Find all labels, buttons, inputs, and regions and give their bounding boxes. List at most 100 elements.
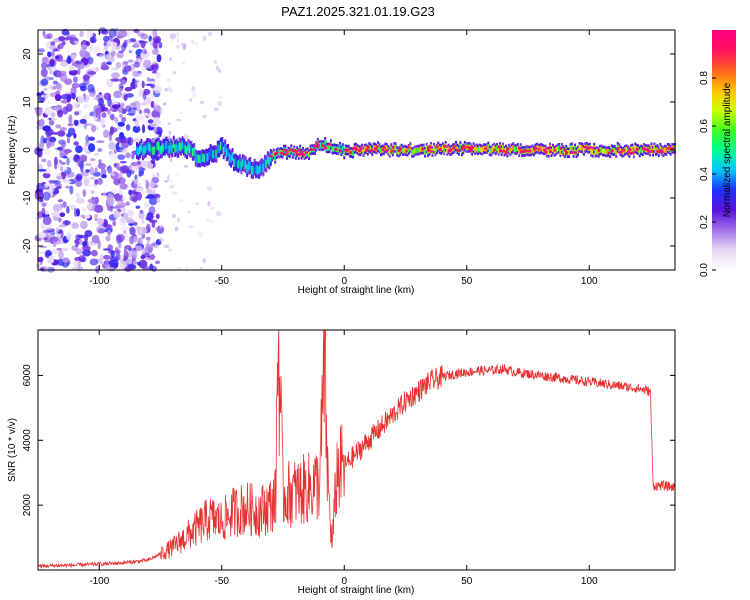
heatmap-ridge-cell	[243, 159, 246, 168]
heatmap-noise-cell	[183, 165, 189, 168]
heatmap-noise-cell	[61, 161, 66, 165]
heatmap-noise-cell	[107, 229, 112, 236]
heatmap-noise-cell	[55, 227, 60, 233]
heatmap-noise-cell	[44, 148, 51, 156]
heatmap-ridge-cell	[416, 147, 419, 153]
heatmap-peak-cell	[607, 151, 611, 155]
heatmap-noise-cell	[123, 251, 129, 259]
heatmap-noise-cell	[217, 69, 221, 73]
heatmap-noise-cell	[209, 207, 215, 210]
heatmap-ridge-cell	[413, 148, 416, 154]
heatmap-noise-cell	[128, 50, 132, 54]
heatmap-noise-cell	[57, 130, 66, 137]
heatmap-ridge-cell	[482, 145, 485, 152]
heatmap-noise-cell	[168, 130, 172, 136]
heatmap-ridge-cell	[200, 153, 203, 163]
x-tick-label: 50	[461, 276, 473, 287]
heatmap-noise-cell	[140, 160, 150, 168]
heatmap-peak-cell	[399, 147, 403, 151]
heatmap-ridge-cell	[502, 145, 504, 151]
heatmap-peak-cell	[316, 144, 320, 148]
heatmap-noise-cell	[82, 207, 87, 211]
heatmap-noise-cell	[158, 238, 164, 242]
heatmap-peak-cell	[537, 147, 541, 151]
heatmap-noise-cell	[126, 209, 134, 217]
heatmap-noise-cell	[37, 232, 46, 239]
heatmap-ridge-cell	[152, 146, 155, 156]
heatmap-ridge-cell	[563, 150, 566, 156]
heatmap-peak-cell	[365, 148, 369, 152]
heatmap-peak-cell	[571, 150, 575, 154]
heatmap-noise-cell	[109, 41, 118, 48]
heatmap-noise-cell	[65, 231, 72, 241]
heatmap-noise-cell	[133, 236, 141, 245]
heatmap-noise-cell	[103, 191, 107, 196]
heatmap-noise-cell	[145, 243, 150, 250]
heatmap-noise-cell	[38, 251, 45, 254]
heatmap-ridge-cell	[441, 144, 444, 151]
heatmap-peak-cell	[294, 150, 298, 154]
heatmap-noise-cell	[97, 163, 107, 169]
heatmap-noise-cell	[124, 233, 130, 242]
heatmap-peak-cell	[518, 146, 522, 150]
heatmap-ridge-cell	[244, 160, 247, 169]
heatmap-noise-cell	[57, 109, 64, 118]
heatmap-noise-cell	[62, 106, 69, 115]
spectrogram-x-label: Height of straight line (km)	[298, 285, 415, 296]
heatmap-peak-cell	[499, 149, 503, 153]
x-tick-label: 0	[341, 576, 347, 587]
heatmap-ridge-cell	[150, 145, 153, 155]
heatmap-ridge-cell	[552, 146, 554, 152]
heatmap-noise-cell	[42, 216, 52, 226]
heatmap-noise-cell	[71, 54, 77, 59]
heatmap-noise-cell	[207, 31, 213, 37]
heatmap-noise-cell	[54, 94, 62, 102]
snr-panel: -100 -50 0 50 100 2000 4000 6000 Height of str…	[7, 329, 676, 596]
heatmap-noise-cell	[91, 125, 97, 133]
heatmap-noise-cell	[150, 100, 155, 109]
heatmap-peak-cell	[647, 149, 651, 153]
heatmap-noise-cell	[74, 111, 80, 116]
heatmap-noise-cell	[66, 157, 70, 166]
heatmap-ridge-cell	[262, 163, 265, 173]
heatmap-ridge-cell	[579, 144, 582, 151]
heatmap-noise-cell	[42, 125, 51, 132]
heatmap-noise-cell	[79, 118, 87, 124]
heatmap-ridge-cell	[146, 142, 149, 151]
heatmap-peak-cell	[315, 141, 319, 145]
heatmap-ridge-cell	[259, 163, 262, 173]
heatmap-noise-cell	[192, 92, 197, 99]
heatmap-ridge-cell	[218, 144, 221, 153]
heatmap-ridge-cell	[249, 161, 252, 170]
heatmap-ridge-cell	[427, 149, 430, 155]
heatmap-noise-cell	[50, 112, 56, 118]
heatmap-noise-cell	[141, 124, 146, 134]
heatmap-peak-cell	[421, 147, 425, 151]
heatmap-ridge-cell	[162, 143, 165, 152]
heatmap-ridge-cell	[215, 150, 218, 159]
heatmap-noise-cell	[120, 102, 125, 109]
y-tick-label: 2000	[22, 494, 33, 517]
heatmap-noise-cell	[176, 118, 182, 122]
heatmap-ridge-cell	[622, 149, 625, 155]
heatmap-noise-cell	[166, 77, 171, 82]
heatmap-noise-cell	[195, 42, 199, 46]
heatmap-noise-cell	[84, 230, 93, 238]
heatmap-ridge-cell	[490, 148, 493, 154]
heatmap-noise-cell	[138, 166, 145, 175]
heatmap-noise-cell	[46, 141, 52, 149]
heatmap-noise-cell	[109, 126, 114, 136]
x-tick-label: -100	[89, 276, 109, 287]
colorbar: 0.0 0.2 0.4 0.6 0.8 Normalized spectral ampl…	[699, 30, 736, 277]
heatmap-noise-cell	[69, 185, 74, 195]
heatmap-noise-cell	[111, 189, 118, 194]
heatmap-noise-cell	[73, 133, 77, 139]
heatmap-noise-cell	[66, 31, 70, 37]
heatmap-noise-cell	[127, 59, 134, 63]
heatmap-noise-cell	[94, 213, 99, 219]
spectrogram-x-ticks: -100 -50 0 50 100	[89, 30, 598, 287]
heatmap-noise-cell	[78, 160, 85, 169]
heatmap-peak-cell	[660, 150, 664, 154]
heatmap-noise-cell	[143, 202, 150, 208]
heatmap-ridge-cell	[419, 146, 422, 152]
